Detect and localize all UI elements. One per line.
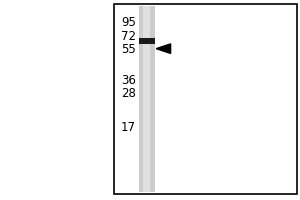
Bar [143, 6, 150, 192]
Bar [139, 38, 155, 44]
Text: 95: 95 [121, 17, 136, 29]
Text: 28: 28 [121, 87, 136, 100]
Text: 55: 55 [122, 43, 136, 56]
Bar [114, 4, 297, 194]
Polygon shape [156, 44, 171, 53]
Text: 36: 36 [121, 73, 136, 86]
Text: 72: 72 [121, 30, 136, 43]
Text: 17: 17 [121, 121, 136, 134]
Bar [139, 6, 155, 192]
